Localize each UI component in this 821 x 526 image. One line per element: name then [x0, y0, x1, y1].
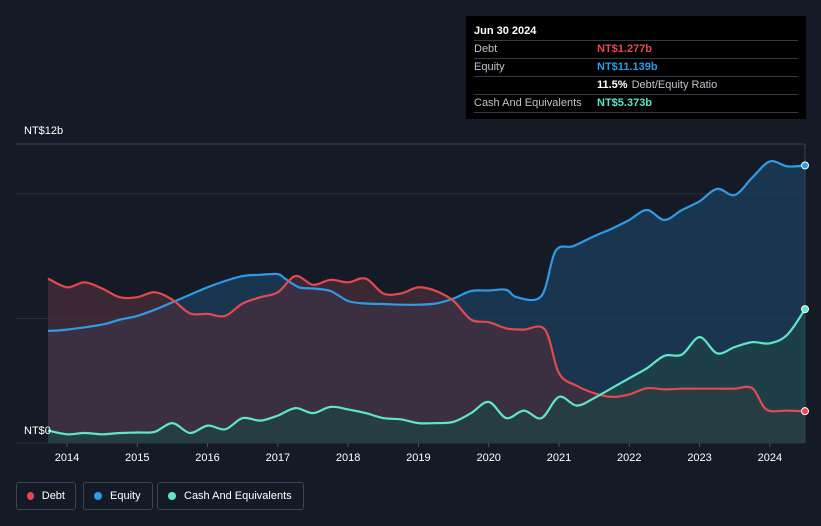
tooltip-cash-label: Cash And Equivalents: [474, 97, 582, 109]
end-markers: [801, 161, 809, 416]
legend-debt[interactable]: Debt: [16, 482, 76, 510]
legend-cash[interactable]: Cash And Equivalents: [157, 482, 304, 510]
legend-equity-label: Equity: [110, 490, 141, 502]
legend-cash-label: Cash And Equivalents: [184, 490, 292, 502]
tooltip-row-equity: Equity NT$11.139b: [474, 58, 798, 76]
cash-and-equivalents-line: [47, 308, 806, 436]
y-axis-bottom-label: NT$0: [24, 425, 51, 437]
legend-debt-label: Debt: [41, 490, 65, 502]
cash-dot-icon: [168, 492, 176, 500]
cash-and-equivalents-area: [48, 309, 805, 443]
x-tick-label: 2014: [55, 452, 79, 464]
cash-and-equivalents-end-marker: [801, 305, 809, 314]
legend-equity[interactable]: Equity: [83, 482, 153, 510]
x-axis-ticks: 2014 2015 2016 2017 2018 2019 2020 2021 2022 2023…: [55, 443, 782, 464]
equity-end-marker: [801, 161, 809, 170]
debt-end-marker: [801, 407, 809, 416]
x-tick-label: 2022: [617, 452, 641, 464]
equity-line: [47, 159, 806, 332]
tooltip-equity-value: NT$11.139b: [597, 61, 658, 73]
x-tick-label: 2016: [195, 452, 219, 464]
x-tick-label: 2024: [758, 452, 782, 464]
tooltip-equity-label: Equity: [474, 61, 505, 73]
tooltip-ratio-label: Debt/Equity Ratio: [631, 79, 718, 91]
tooltip-ratio-value: 11.5%: [597, 79, 628, 91]
tooltip-row-debt: Debt NT$1.277b: [474, 40, 798, 58]
series-lines: [47, 159, 806, 436]
equity-dot-icon: [94, 492, 102, 500]
debt-dot-icon: [27, 492, 34, 500]
x-tick-label: 2023: [687, 452, 711, 464]
tooltip-date: Jun 30 2024: [474, 25, 537, 37]
tooltip-debt-label: Debt: [474, 43, 498, 55]
x-tick-label: 2020: [476, 452, 500, 464]
x-tick-label: 2018: [336, 452, 360, 464]
x-tick-label: 2019: [406, 452, 430, 464]
x-tick-label: 2015: [125, 452, 149, 464]
tooltip-cash-value: NT$5.373b: [597, 97, 653, 109]
y-axis-top-label: NT$12b: [24, 125, 64, 137]
x-tick-label: 2021: [547, 452, 571, 464]
tooltip-row-cash: Cash And Equivalents NT$5.373b: [474, 94, 798, 113]
series-areas: [48, 161, 805, 443]
tooltip-debt-value: NT$1.277b: [597, 43, 653, 55]
x-tick-label: 2017: [266, 452, 290, 464]
tooltip-row-ratio: 11.5% Debt/Equity Ratio: [474, 76, 798, 94]
data-tooltip: Jun 30 2024 Debt NT$1.277b Equity NT$11.…: [466, 16, 806, 119]
debt-line: [47, 274, 806, 413]
tooltip-ratio-spacer: [474, 77, 597, 94]
